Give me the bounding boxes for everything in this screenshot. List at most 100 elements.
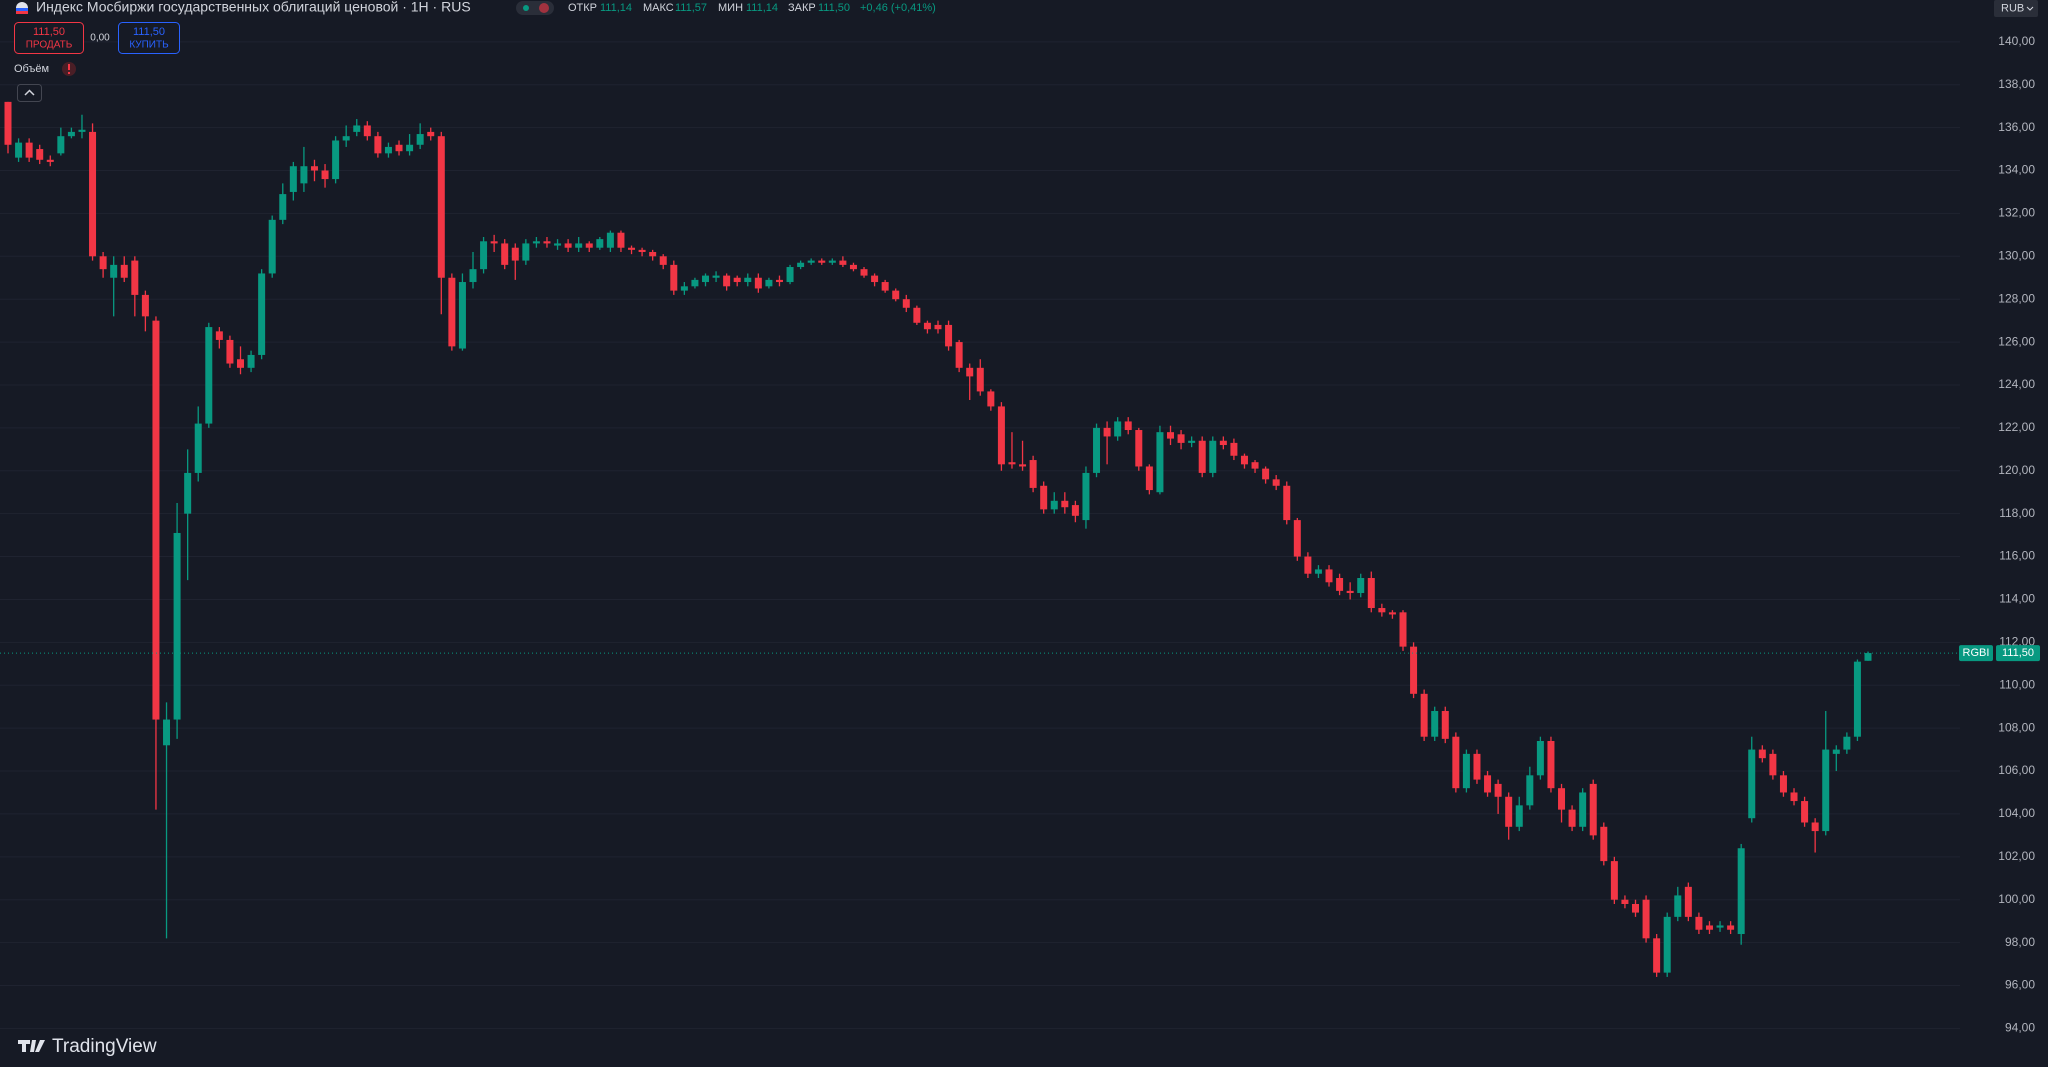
candle-body xyxy=(437,136,445,278)
candle-body xyxy=(860,269,868,276)
candle-body xyxy=(99,256,107,270)
candle-body xyxy=(744,277,752,283)
candle-body xyxy=(141,294,149,317)
candle-body xyxy=(194,423,202,473)
y-tick-label: 118,00 xyxy=(1999,506,2035,520)
candle-body xyxy=(458,282,466,349)
candle-body xyxy=(89,131,97,257)
candle-body xyxy=(1441,710,1449,739)
candle-body xyxy=(1357,578,1365,594)
candle-body xyxy=(617,232,625,248)
candle-body xyxy=(353,125,361,132)
candle-body xyxy=(1135,430,1143,467)
candle-body xyxy=(871,275,879,283)
candle-body xyxy=(57,136,65,154)
candle-body xyxy=(1864,653,1872,661)
y-tick-label: 94,00 xyxy=(2005,1021,2035,1035)
candle-body xyxy=(881,282,889,291)
candle-body xyxy=(797,262,805,268)
candle-body xyxy=(374,136,382,154)
candle-body xyxy=(1621,899,1629,905)
candle-body xyxy=(987,391,995,407)
candle-body xyxy=(1019,464,1027,467)
candle-body xyxy=(976,367,984,392)
high-label: МАКС xyxy=(643,2,674,14)
candle-body xyxy=(1029,460,1037,488)
currency: RUB xyxy=(2001,2,2024,14)
candle-body xyxy=(226,339,234,364)
candle-body xyxy=(1779,775,1787,793)
y-tick-label: 124,00 xyxy=(1998,377,2035,391)
sell-button[interactable] xyxy=(14,22,84,54)
candle-body xyxy=(25,142,33,158)
error-mark xyxy=(68,72,70,74)
candle-body xyxy=(1558,788,1566,810)
candle-body xyxy=(1008,462,1016,465)
candle-body xyxy=(606,232,614,248)
candle-body xyxy=(342,136,350,141)
candle-body xyxy=(427,131,435,137)
candle-body xyxy=(1494,783,1502,797)
candle-body xyxy=(490,241,498,244)
close-label: ЗАКР xyxy=(788,2,816,14)
candle-body xyxy=(733,277,741,283)
candle-body xyxy=(1790,792,1798,802)
candle-body xyxy=(775,279,783,283)
candle-body xyxy=(1515,805,1523,827)
candle-body xyxy=(1198,440,1206,473)
candle-body xyxy=(237,359,244,368)
currency-button[interactable] xyxy=(1994,0,2038,17)
y-tick-label: 122,00 xyxy=(1998,420,2035,434)
collapse-button[interactable] xyxy=(17,84,42,102)
y-tick-label: 140,00 xyxy=(1998,34,2035,48)
candle-body xyxy=(955,342,963,368)
error-mark xyxy=(68,64,70,70)
candle-body xyxy=(1103,427,1111,437)
candle-body xyxy=(1684,886,1692,917)
candle-body xyxy=(945,324,953,347)
candle-body xyxy=(1579,792,1587,827)
candle-body xyxy=(849,264,857,270)
candle-body xyxy=(1124,421,1132,431)
candle-body xyxy=(173,532,181,720)
candle-body xyxy=(1177,434,1185,443)
candle-body xyxy=(702,275,709,283)
candle-body xyxy=(1536,741,1544,776)
change-value: +0,46 (+0,41%) xyxy=(860,2,936,14)
candle-body xyxy=(1547,741,1555,789)
candle-body xyxy=(321,170,329,180)
candle-body xyxy=(1209,440,1217,473)
candle-body xyxy=(1674,895,1682,917)
y-tick-label: 130,00 xyxy=(1998,248,2035,262)
candle-body xyxy=(279,194,287,220)
y-tick-label: 108,00 xyxy=(1998,720,2035,734)
candle-body xyxy=(1716,925,1724,928)
candle-body xyxy=(1642,899,1650,939)
candle-body xyxy=(564,243,572,248)
y-tick-label: 126,00 xyxy=(1998,334,2035,348)
plot xyxy=(0,101,1960,977)
candle-body xyxy=(1843,736,1851,750)
candle-body xyxy=(184,472,192,514)
buy-button[interactable] xyxy=(118,22,180,54)
candle-body xyxy=(1378,608,1386,613)
candle-body xyxy=(902,299,910,308)
y-tick-label: 138,00 xyxy=(1998,77,2035,91)
flag-stripe xyxy=(16,11,28,14)
y-tick-label: 106,00 xyxy=(1998,763,2035,777)
high-value: 111,57 xyxy=(675,2,707,14)
candle-body xyxy=(1737,848,1745,935)
candle-body xyxy=(215,331,223,340)
status-dot xyxy=(523,5,529,11)
candle-body xyxy=(1705,925,1713,930)
candle-body xyxy=(15,142,23,158)
candle-body xyxy=(1114,421,1122,437)
y-tick-label: 110,00 xyxy=(1999,677,2035,691)
candle-body xyxy=(1325,569,1333,583)
open-value: 111,14 xyxy=(600,2,632,14)
y-tick-label: 136,00 xyxy=(1998,120,2035,134)
candle-body xyxy=(596,239,604,248)
price-axis: 94,00 96,00 98,00 100,00 102,00 104,00 106,00 1… xyxy=(1959,34,2040,1035)
